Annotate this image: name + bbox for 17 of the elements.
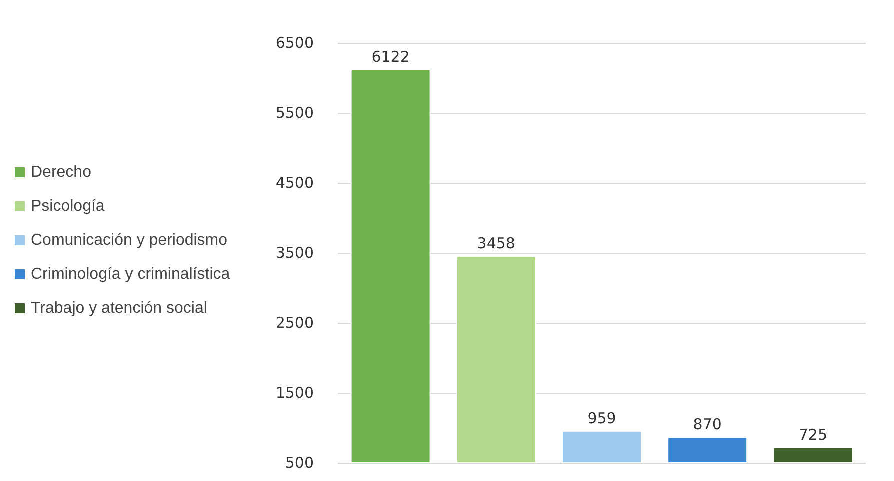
data-label: 3458	[477, 234, 516, 252]
y-tick-label: 5500	[276, 104, 314, 122]
legend-label: Criminología y criminalística	[31, 266, 230, 283]
y-tick-label: 3500	[276, 244, 314, 262]
legend-label: Trabajo y atención social	[31, 300, 208, 317]
y-tick-label: 4500	[276, 174, 314, 192]
legend-label: Derecho	[31, 164, 92, 181]
legend-label: Psicología	[31, 198, 105, 215]
data-label: 725	[798, 426, 828, 444]
y-tick-label: 2500	[276, 314, 314, 332]
data-label: 6122	[372, 48, 410, 66]
data-label: 959	[588, 409, 616, 428]
y-tick-label: 500	[285, 454, 314, 472]
data-label: 870	[693, 416, 722, 434]
y-tick-label: 1500	[276, 384, 314, 402]
y-tick-label: 6500	[276, 34, 314, 52]
legend-label: Comunicación y periodismo	[31, 232, 228, 249]
